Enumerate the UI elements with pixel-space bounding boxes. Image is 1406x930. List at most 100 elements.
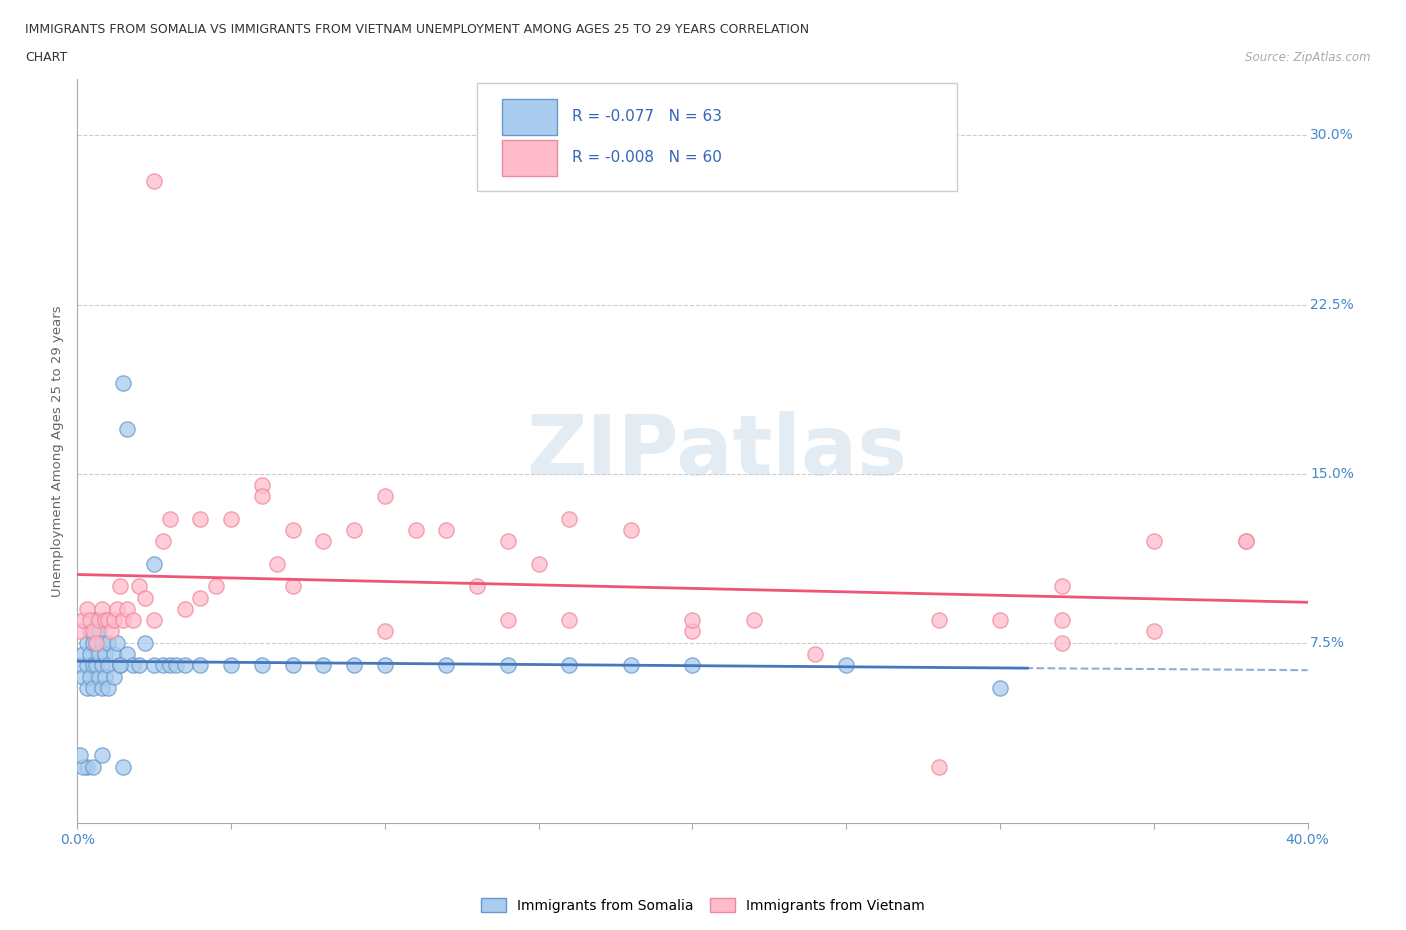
Point xyxy=(121,658,143,672)
Point xyxy=(374,658,396,672)
Point xyxy=(152,658,174,672)
Point xyxy=(219,512,242,526)
Point xyxy=(100,624,122,639)
Point xyxy=(143,613,166,628)
Point xyxy=(405,523,427,538)
Point xyxy=(343,523,366,538)
Point xyxy=(558,658,581,672)
Text: IMMIGRANTS FROM SOMALIA VS IMMIGRANTS FROM VIETNAM UNEMPLOYMENT AMONG AGES 25 TO: IMMIGRANTS FROM SOMALIA VS IMMIGRANTS FR… xyxy=(25,23,810,36)
Point xyxy=(72,759,94,774)
Text: 30.0%: 30.0% xyxy=(1310,128,1354,142)
Y-axis label: Unemployment Among Ages 25 to 29 years: Unemployment Among Ages 25 to 29 years xyxy=(51,305,65,597)
Point xyxy=(79,624,101,639)
Point xyxy=(103,669,125,684)
Point xyxy=(90,748,114,763)
Point xyxy=(72,646,94,661)
Point xyxy=(87,613,110,628)
Point xyxy=(76,759,98,774)
Point xyxy=(84,658,107,672)
Point xyxy=(76,658,98,672)
Point xyxy=(159,658,181,672)
Point xyxy=(496,613,519,628)
Point xyxy=(97,613,120,628)
Point xyxy=(742,613,765,628)
Text: 15.0%: 15.0% xyxy=(1310,467,1354,481)
Point xyxy=(250,488,273,503)
Point xyxy=(496,658,519,672)
Point xyxy=(250,477,273,492)
Point xyxy=(94,669,117,684)
FancyBboxPatch shape xyxy=(477,83,957,191)
Point xyxy=(72,613,94,628)
Point xyxy=(281,578,304,593)
Point xyxy=(110,578,132,593)
Point xyxy=(69,748,91,763)
Point xyxy=(988,681,1011,696)
Point xyxy=(128,578,150,593)
Point xyxy=(281,658,304,672)
Point xyxy=(82,681,104,696)
Point xyxy=(620,658,643,672)
Point xyxy=(1050,578,1073,593)
Point xyxy=(1050,613,1073,628)
Point xyxy=(134,635,156,650)
Point xyxy=(174,658,197,672)
Point xyxy=(174,602,197,617)
Point xyxy=(82,624,104,639)
Point xyxy=(620,523,643,538)
Point xyxy=(79,669,101,684)
Point xyxy=(79,613,101,628)
Point xyxy=(1234,534,1257,549)
Point xyxy=(76,635,98,650)
Text: 22.5%: 22.5% xyxy=(1310,298,1354,312)
Point xyxy=(87,646,110,661)
Point xyxy=(69,624,91,639)
Point xyxy=(152,534,174,549)
Point xyxy=(165,658,187,672)
Text: Source: ZipAtlas.com: Source: ZipAtlas.com xyxy=(1246,51,1371,64)
Point xyxy=(128,658,150,672)
Point xyxy=(79,646,101,661)
Point xyxy=(465,578,488,593)
Point xyxy=(682,624,704,639)
FancyBboxPatch shape xyxy=(502,100,557,135)
Point xyxy=(558,512,581,526)
Point xyxy=(76,602,98,617)
Point xyxy=(103,613,125,628)
Point xyxy=(134,591,156,605)
Point xyxy=(112,613,135,628)
Point xyxy=(928,613,950,628)
Point xyxy=(84,613,107,628)
Legend: Immigrants from Somalia, Immigrants from Vietnam: Immigrants from Somalia, Immigrants from… xyxy=(475,893,931,919)
Point xyxy=(112,376,135,391)
Point xyxy=(90,658,114,672)
Point xyxy=(90,681,114,696)
Point xyxy=(374,488,396,503)
Point xyxy=(97,681,120,696)
FancyBboxPatch shape xyxy=(502,140,557,176)
Point xyxy=(250,658,273,672)
Point xyxy=(682,658,704,672)
Point xyxy=(84,635,107,650)
Point xyxy=(87,669,110,684)
Point xyxy=(143,173,166,188)
Point xyxy=(188,512,212,526)
Point xyxy=(82,759,104,774)
Point xyxy=(115,421,138,436)
Point xyxy=(312,534,335,549)
Text: 7.5%: 7.5% xyxy=(1310,636,1346,650)
Point xyxy=(312,658,335,672)
Point xyxy=(159,512,181,526)
Point xyxy=(76,681,98,696)
Point xyxy=(1143,624,1166,639)
Point xyxy=(115,602,138,617)
Point xyxy=(110,658,132,672)
Point xyxy=(281,523,304,538)
Point xyxy=(188,658,212,672)
Point xyxy=(527,556,550,571)
Point xyxy=(90,635,114,650)
Point xyxy=(105,602,128,617)
Point xyxy=(188,591,212,605)
Point xyxy=(105,635,128,650)
Point xyxy=(115,646,138,661)
